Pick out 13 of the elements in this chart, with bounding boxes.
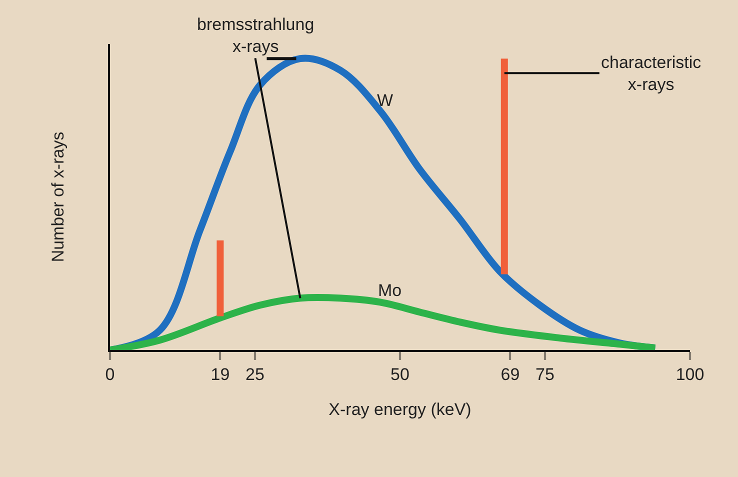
x-tick-label: 100 <box>676 365 704 384</box>
x-tick-label: 69 <box>500 365 520 384</box>
x-tick-label: 0 <box>105 365 115 384</box>
x-tick-label: 75 <box>536 365 554 384</box>
series-label: W <box>377 91 394 110</box>
annotation: characteristic x-rays <box>601 53 702 94</box>
y-axis-title: Number of x-rays <box>48 132 68 262</box>
x-tick-label: 50 <box>390 365 410 384</box>
x-axis-title: X-ray energy (keV) <box>328 400 472 420</box>
series-label: Mo <box>378 281 402 300</box>
x-tick-label: 19 <box>210 365 230 384</box>
annotation: bremsstrahlung x-rays <box>197 15 314 56</box>
x-tick-label: 25 <box>246 365 264 384</box>
